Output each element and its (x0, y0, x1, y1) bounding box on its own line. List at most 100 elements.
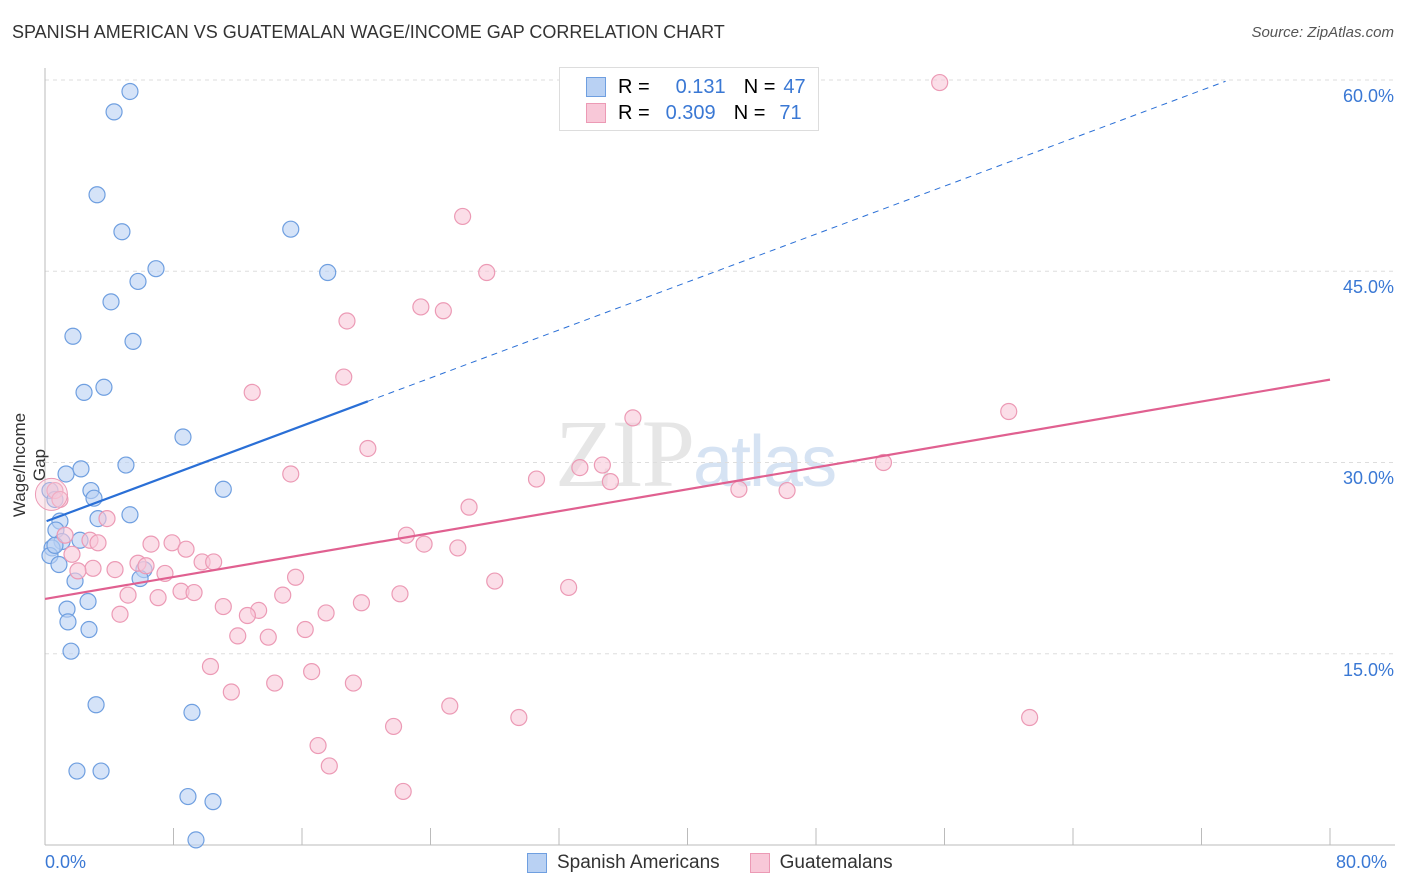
data-point-guatemalans (106, 560, 124, 579)
data-point-spanish-americans (95, 378, 113, 396)
data-point-guatemalans (34, 477, 68, 511)
chart-title: SPANISH AMERICAN VS GUATEMALAN WAGE/INCO… (12, 22, 725, 42)
data-point-guatemalans (63, 545, 81, 563)
data-point-guatemalans (338, 312, 356, 330)
data-point-guatemalans (303, 662, 321, 681)
trend-line-guatemalans (44, 378, 1331, 601)
data-point-guatemalans (571, 459, 589, 477)
data-point-guatemalans (214, 597, 232, 616)
data-point-guatemalans (205, 553, 223, 571)
data-point-guatemalans (137, 557, 155, 575)
data-point-spanish-americans (147, 260, 165, 278)
data-point-spanish-americans (129, 272, 147, 291)
data-point-guatemalans (149, 589, 167, 607)
data-point-guatemalans (177, 540, 195, 558)
data-point-guatemalans (344, 674, 362, 692)
data-point-spanish-americans (179, 787, 197, 806)
n-value: 47 (783, 75, 806, 98)
data-point-spanish-americans (62, 642, 80, 660)
data-point-guatemalans (434, 302, 452, 320)
data-point-guatemalans (874, 453, 893, 472)
data-point-spanish-americans (117, 456, 135, 474)
data-point-guatemalans (201, 657, 220, 676)
data-point-guatemalans (359, 439, 377, 458)
data-point-spanish-americans (80, 620, 98, 639)
data-point-spanish-americans (121, 506, 139, 524)
data-point-spanish-americans (214, 480, 232, 498)
series-legend: Spanish Americans Guatemalans (527, 852, 893, 874)
data-point-guatemalans (352, 594, 371, 612)
n-label: N = (743, 75, 776, 98)
data-point-spanish-americans (46, 536, 64, 554)
data-point-spanish-americans (75, 383, 93, 401)
data-point-spanish-americans (124, 332, 142, 350)
y-tick-label: 30.0% (1342, 468, 1394, 488)
stats-legend: R = 0.131 N = 47 R = 0.309 N = 71 (559, 67, 819, 131)
data-point-guatemalans (119, 586, 137, 604)
data-point-guatemalans (527, 470, 546, 488)
data-point-spanish-americans (121, 82, 139, 101)
data-point-spanish-americans (282, 220, 300, 238)
data-point-guatemalans (1000, 402, 1018, 421)
n-label: N = (733, 101, 766, 124)
data-point-spanish-americans (183, 703, 201, 722)
source-label: Source: ZipAtlas.com (1251, 24, 1394, 41)
data-point-guatemalans (730, 480, 748, 498)
r-value: 0.309 (665, 101, 716, 124)
legend-swatch (586, 103, 606, 123)
r-label: R = (618, 101, 650, 124)
y-tick-label: 60.0% (1342, 86, 1394, 106)
data-point-spanish-americans (174, 428, 192, 446)
legend-swatch (749, 853, 770, 873)
data-point-spanish-americans (88, 186, 106, 204)
data-point-spanish-americans (57, 465, 75, 483)
data-point-guatemalans (397, 526, 416, 544)
data-point-guatemalans (394, 782, 412, 801)
data-point-spanish-americans (102, 293, 120, 311)
data-point-spanish-americans (92, 762, 110, 780)
legend-label: Spanish Americans (557, 852, 720, 873)
data-point-guatemalans (259, 628, 277, 646)
data-point-spanish-americans (87, 696, 105, 714)
legend-row-guatemalans: R = 0.309 N = 71 (586, 100, 802, 126)
data-point-guatemalans (238, 606, 256, 625)
data-point-guatemalans (449, 539, 467, 557)
data-point-guatemalans (441, 697, 459, 715)
legend-label: Guatemalans (779, 852, 893, 873)
data-point-guatemalans (56, 526, 74, 544)
data-point-guatemalans (1021, 708, 1039, 727)
data-point-guatemalans (89, 534, 107, 552)
data-point-guatemalans (69, 562, 87, 580)
data-point-guatemalans (286, 568, 305, 586)
data-point-guatemalans (335, 368, 353, 386)
data-point-guatemalans (309, 736, 327, 755)
data-point-guatemalans (412, 298, 430, 316)
x-tick-label: 0.0% (45, 852, 87, 872)
legend-swatch (586, 77, 606, 97)
data-point-guatemalans (486, 572, 504, 590)
data-point-guatemalans (142, 535, 160, 553)
data-point-spanish-americans (319, 263, 337, 282)
data-point-guatemalans (778, 481, 796, 500)
data-point-guatemalans (163, 534, 181, 552)
data-point-guatemalans (317, 604, 335, 622)
data-point-guatemalans (229, 627, 247, 645)
r-value: 0.131 (675, 75, 726, 98)
data-point-spanish-americans (79, 592, 97, 611)
data-point-guatemalans (415, 535, 433, 553)
data-point-spanish-americans (64, 327, 82, 345)
data-point-spanish-americans (59, 613, 77, 631)
data-point-guatemalans (478, 263, 496, 282)
x-tick-label: 80.0% (1336, 852, 1388, 872)
data-point-guatemalans (185, 583, 203, 602)
data-point-guatemalans (84, 559, 102, 577)
data-point-spanish-americans (113, 223, 131, 241)
trend-line-spanish-americans (46, 400, 369, 523)
data-point-guatemalans (454, 207, 472, 226)
data-point-guatemalans (460, 498, 478, 516)
data-point-guatemalans (243, 383, 261, 401)
trend-line-extension (367, 80, 1226, 402)
y-tick-label: 15.0% (1342, 660, 1394, 680)
